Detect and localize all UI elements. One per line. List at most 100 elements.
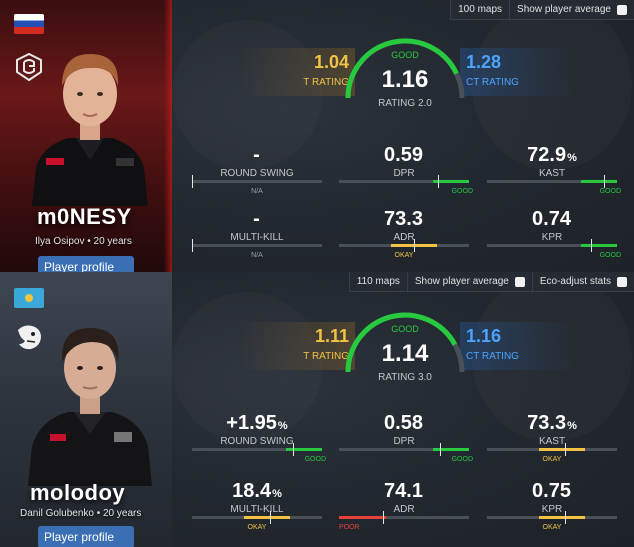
- stat-number: -: [253, 144, 260, 166]
- g2-logo-icon: [16, 52, 42, 82]
- stat-grade: GOOD: [599, 188, 621, 195]
- rating-gauge: GOOD 1.14 RATING 3.0: [340, 302, 470, 383]
- ct-rating-label: CT RATING: [466, 77, 519, 88]
- t-rating-label: T RATING: [303, 351, 349, 362]
- player-photo: [28, 328, 152, 486]
- card-background: [172, 0, 634, 272]
- stat-value: 0.58: [337, 412, 471, 435]
- stat-bar: [339, 239, 469, 252]
- rating-gauge: GOOD 1.16 RATING 2.0: [340, 28, 470, 109]
- stat-unit: %: [277, 420, 288, 432]
- maps-count[interactable]: 100 maps: [451, 0, 509, 19]
- stat-grade: POOR: [339, 524, 360, 531]
- stat-value: -: [190, 144, 324, 167]
- stat-kpr: 0.75 KPR OKAY: [485, 480, 625, 540]
- rating-section: 1.04 T RATING 1.28 CT RATING GOOD 1.16 R…: [190, 28, 620, 138]
- stat-value: 0.75: [485, 480, 619, 503]
- show-player-average-checkbox[interactable]: [617, 4, 627, 15]
- stat-value: 0.74: [485, 208, 619, 231]
- stat-unit: %: [567, 420, 577, 432]
- stat-bar: [487, 175, 617, 188]
- stat-value: 73.3%: [485, 412, 619, 435]
- ct-rating-label: CT RATING: [466, 351, 519, 362]
- ct-rating-value: 1.16: [466, 326, 502, 346]
- show-player-average-checkbox[interactable]: [514, 276, 525, 287]
- stat-value: 0.59: [337, 144, 471, 167]
- stat-grade: OKAY: [247, 524, 267, 531]
- player-nickname: molodoy: [30, 480, 126, 505]
- kazakhstan-flag-icon: [14, 288, 44, 308]
- stats-toolbar: 100 maps Show player average: [450, 0, 634, 20]
- stat-grade: OKAY: [542, 456, 562, 463]
- stat-kpr: 0.74 KPR GOOD: [485, 208, 625, 268]
- stat-label: KAST: [538, 436, 566, 447]
- stat-multi-kill: 18.4% MULTI-KILL OKAY: [190, 480, 330, 540]
- stat-kast: 73.3% KAST OKAY: [485, 412, 625, 472]
- stat-grade: GOOD: [451, 456, 473, 463]
- stat-bar: [192, 239, 322, 252]
- stat-bar: [487, 239, 617, 252]
- stat-number: 18.4: [232, 480, 272, 502]
- player-profile-button[interactable]: Player profile: [38, 256, 134, 272]
- stat-value: -: [190, 208, 324, 231]
- stat-bar: [339, 175, 469, 188]
- stat-value: 72.9%: [485, 144, 619, 167]
- show-player-average-toggle[interactable]: Show player average: [509, 0, 634, 19]
- eco-adjust-toggle[interactable]: Eco-adjust stats: [531, 272, 634, 291]
- stat-grade: GOOD: [599, 252, 621, 259]
- stat-label: MULTI-KILL: [230, 504, 284, 515]
- stat-label: KAST: [538, 168, 566, 179]
- stat-bar: [192, 443, 322, 456]
- eco-adjust-label: Eco-adjust stats: [539, 275, 611, 287]
- maps-count-label: 110 maps: [356, 275, 400, 287]
- stat-label: DPR: [393, 436, 415, 447]
- stat-number: +1.95: [226, 412, 277, 434]
- stat-label: ROUND SWING: [220, 168, 294, 179]
- player-card-molodoy: molodoy Danil Golubenko • 20 years Playe…: [0, 272, 634, 547]
- stat-number: 72.9: [527, 144, 567, 166]
- stat-number: 0.59: [384, 144, 423, 166]
- player-photo-panel: [0, 272, 172, 547]
- stat-value: 73.3: [337, 208, 471, 231]
- player-card-monesy: m0NESY Ilya Osipov • 20 years Player pro…: [0, 0, 634, 272]
- stat-label: KPR: [541, 504, 563, 515]
- t-rating: 1.04 T RATING: [240, 48, 355, 96]
- rating-grade: GOOD: [391, 50, 419, 60]
- stat-bar: [487, 511, 617, 524]
- t-rating-label: T RATING: [303, 77, 349, 88]
- rating-label: RATING 2.0: [378, 98, 432, 109]
- stat-grade: GOOD: [304, 456, 326, 463]
- maps-count[interactable]: 110 maps: [350, 272, 407, 291]
- maps-count-label: 100 maps: [458, 3, 503, 15]
- stat-bar: [192, 175, 322, 188]
- show-player-average-label: Show player average: [414, 275, 509, 287]
- stat-grade: OKAY: [394, 252, 414, 259]
- stat-bar: [339, 511, 469, 524]
- stat-grade: N/A: [251, 252, 263, 259]
- player-profile-button[interactable]: Player profile: [38, 526, 134, 547]
- eco-adjust-checkbox[interactable]: [617, 276, 627, 287]
- stat-grade: GOOD: [451, 188, 473, 195]
- t-rating-value: 1.04: [313, 52, 349, 72]
- stat-value: 74.1: [337, 480, 471, 503]
- rating-value: 1.14: [381, 340, 429, 367]
- stat-number: 73.3: [384, 208, 423, 230]
- stat-value: 18.4%: [190, 480, 324, 503]
- stat-bar: [339, 443, 469, 456]
- stat-label: ADR: [393, 504, 415, 515]
- show-player-average-toggle[interactable]: Show player average: [406, 272, 532, 291]
- ct-rating: 1.16 CT RATING: [460, 322, 575, 370]
- stat-grade: OKAY: [542, 524, 562, 531]
- stat-round-swing: +1.95% ROUND SWING GOOD: [190, 412, 330, 472]
- rating-section: 1.11 T RATING 1.16 CT RATING GOOD 1.14 R…: [190, 302, 620, 412]
- rating-grade: GOOD: [391, 324, 419, 334]
- stat-number: 0.74: [532, 208, 571, 230]
- stat-dpr: 0.58 DPR GOOD: [337, 412, 477, 472]
- player-info: Danil Golubenko • 20 years: [20, 508, 142, 519]
- stat-adr: 73.3 ADR OKAY: [337, 208, 477, 268]
- stat-multi-kill: - MULTI-KILL N/A: [190, 208, 330, 268]
- stat-unit: %: [567, 152, 577, 164]
- stat-number: -: [253, 208, 260, 230]
- russia-flag-icon: [14, 14, 44, 34]
- ct-rating: 1.28 CT RATING: [460, 48, 575, 96]
